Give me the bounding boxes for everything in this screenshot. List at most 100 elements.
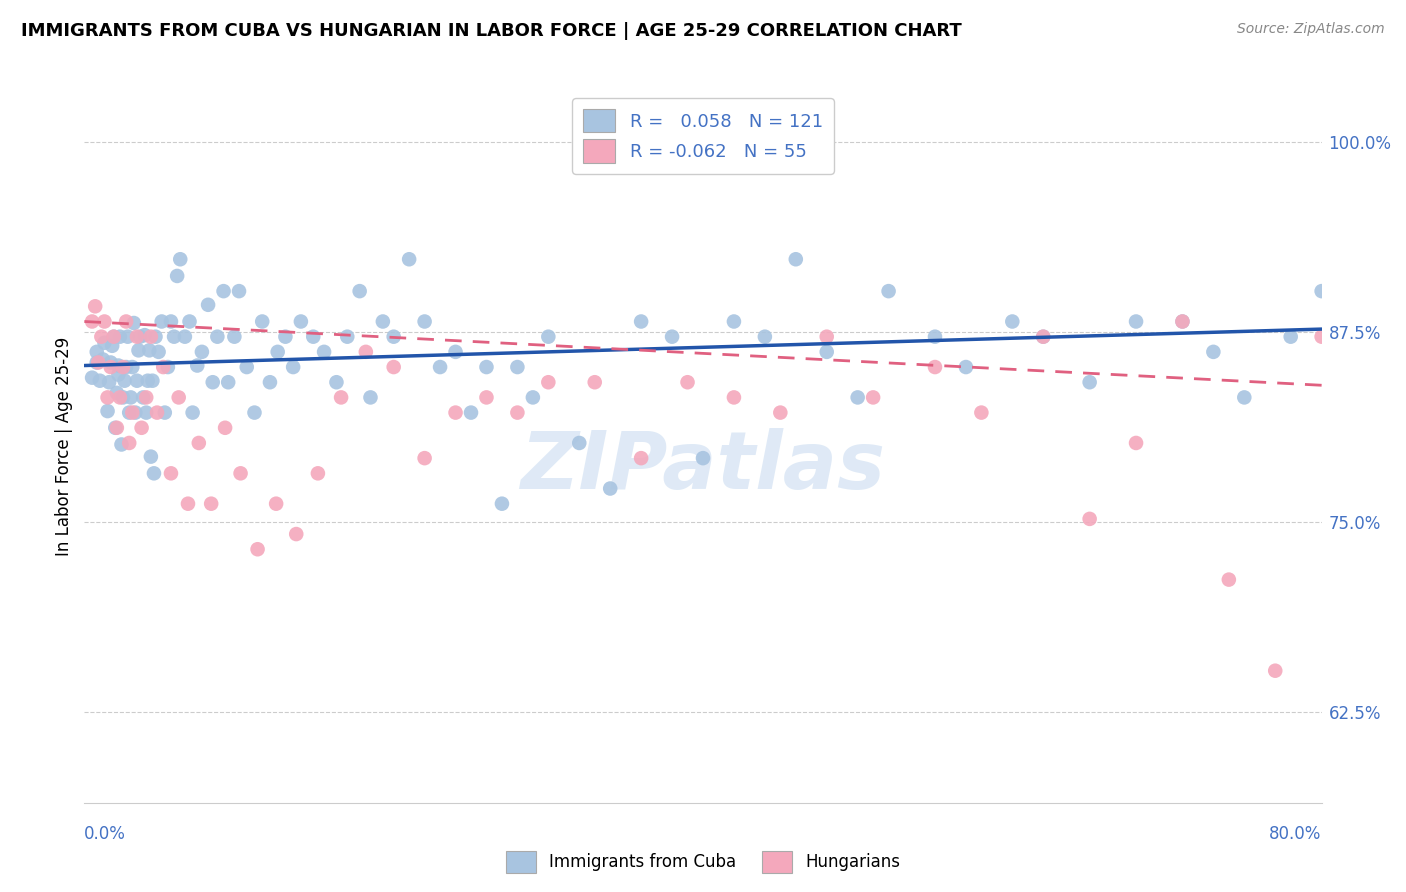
Point (117, 329, 139, 343)
Point (754, 329, 776, 343)
Point (174, 329, 197, 343)
Point (924, 329, 946, 343)
Point (166, 268, 188, 283)
Point (104, 421, 127, 435)
Point (1171, 314, 1194, 328)
Point (139, 450, 162, 464)
Point (118, 436, 141, 450)
Point (769, 406, 792, 420)
Point (156, 359, 179, 374)
Point (82, 314, 104, 328)
Point (243, 406, 266, 420)
Point (955, 359, 977, 374)
Point (1032, 329, 1054, 343)
Point (187, 436, 209, 450)
Point (1310, 329, 1333, 343)
Point (229, 467, 252, 481)
Point (108, 391, 131, 405)
Point (91, 352, 114, 367)
Point (398, 252, 420, 267)
Point (259, 376, 281, 390)
Point (118, 406, 141, 420)
Point (115, 314, 138, 328)
Point (274, 329, 297, 343)
Point (475, 359, 498, 374)
Point (862, 391, 884, 405)
Point (444, 344, 467, 359)
Point (676, 376, 699, 390)
Point (236, 359, 259, 374)
Point (105, 385, 128, 400)
Point (336, 329, 359, 343)
Point (1078, 376, 1101, 390)
Point (285, 527, 308, 541)
Point (267, 344, 290, 359)
Point (105, 421, 128, 435)
Point (125, 374, 148, 388)
Point (134, 328, 156, 343)
Point (89, 374, 111, 388)
Point (1078, 512, 1101, 526)
Point (141, 374, 163, 388)
Point (101, 339, 124, 353)
Point (131, 421, 153, 435)
Point (1171, 314, 1194, 328)
Point (150, 314, 173, 328)
Point (107, 359, 129, 373)
Text: Source: ZipAtlas.com: Source: ZipAtlas.com (1237, 22, 1385, 37)
Point (246, 542, 269, 557)
Point (382, 359, 405, 374)
Point (924, 359, 946, 374)
Point (214, 421, 236, 435)
Point (100, 359, 122, 374)
Point (197, 298, 219, 312)
Point (325, 376, 347, 390)
Point (181, 406, 204, 420)
Point (114, 374, 136, 388)
Point (460, 406, 482, 420)
Point (330, 391, 353, 405)
Point (1218, 573, 1240, 587)
Point (785, 252, 807, 267)
Point (846, 391, 869, 405)
Point (160, 314, 183, 328)
Text: ZIPatlas: ZIPatlas (520, 428, 886, 507)
Point (110, 437, 132, 451)
Point (314, 344, 336, 359)
Legend: R =   0.058   N = 121, R = -0.062   N = 55: R = 0.058 N = 121, R = -0.062 N = 55 (572, 98, 834, 174)
Point (87, 355, 110, 369)
Point (98, 376, 121, 390)
Point (723, 314, 745, 328)
Point (93, 314, 115, 328)
Point (413, 451, 436, 466)
Point (491, 497, 513, 511)
Point (132, 391, 155, 405)
Point (125, 329, 148, 343)
Point (103, 329, 125, 343)
Point (1279, 329, 1302, 343)
Point (121, 359, 143, 374)
Point (108, 329, 131, 343)
Point (135, 391, 157, 405)
Point (302, 329, 325, 343)
Point (103, 329, 125, 343)
Point (124, 406, 146, 420)
Point (112, 359, 135, 374)
Point (1125, 314, 1147, 328)
Point (97, 404, 120, 418)
Point (146, 406, 169, 420)
Point (139, 329, 162, 343)
Point (112, 391, 135, 405)
Point (1125, 436, 1147, 450)
Point (522, 391, 544, 405)
Point (82, 370, 104, 384)
Point (145, 329, 167, 343)
Point (177, 497, 200, 511)
Point (115, 359, 138, 374)
Point (307, 467, 329, 481)
Point (537, 376, 560, 390)
Point (1310, 284, 1333, 298)
Point (568, 436, 591, 450)
Point (186, 359, 208, 373)
Point (224, 329, 246, 343)
